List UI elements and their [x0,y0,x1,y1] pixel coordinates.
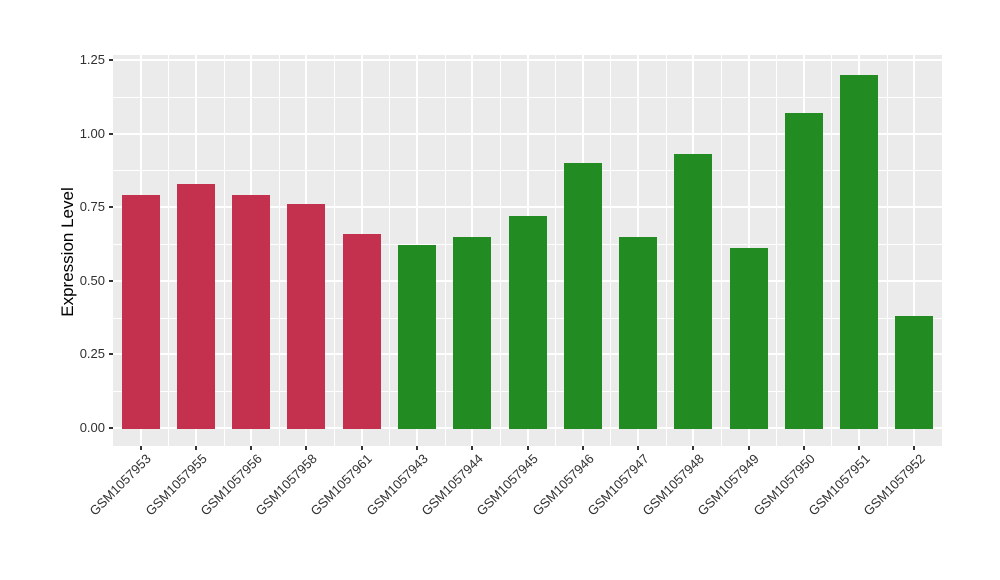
bar-GSM1057950 [784,112,823,429]
major-gridline-vertical [913,55,916,446]
x-tick-mark [471,446,474,450]
bar-GSM1057952 [895,316,934,429]
minor-gridline-vertical [223,55,225,446]
x-tick-mark [360,446,363,450]
bar-GSM1057948 [674,154,713,429]
minor-gridline-vertical [720,55,722,446]
x-tick-mark [139,446,142,450]
bar-GSM1057951 [840,74,879,429]
minor-gridline-vertical [610,55,612,446]
bar-GSM1057943 [397,245,436,429]
y-tick-label: 0.25 [79,346,105,362]
bar-GSM1057949 [729,248,768,429]
bar-GSM1057956 [232,195,271,429]
bar-GSM1057945 [508,216,547,429]
y-tick-label: 0.75 [79,199,105,215]
bar-GSM1057955 [176,183,215,429]
minor-gridline-vertical [444,55,446,446]
y-tick-mark [109,206,113,209]
bar-GSM1057947 [619,236,658,429]
minor-gridline-vertical [555,55,557,446]
minor-gridline-vertical [831,55,833,446]
minor-gridline-vertical [389,55,391,446]
y-tick-mark [109,132,113,135]
minor-gridline-vertical [665,55,667,446]
plot-panel [113,55,942,446]
x-tick-mark [637,446,640,450]
x-tick-mark [194,446,197,450]
x-tick-mark [802,446,805,450]
x-tick-mark [250,446,253,450]
bar-GSM1057946 [563,163,602,429]
y-tick-mark [109,353,113,356]
bar-GSM1057961 [342,233,381,429]
y-tick-label: 0.00 [79,420,105,435]
minor-gridline-vertical [886,55,888,446]
y-tick-label: 1.00 [79,125,105,141]
x-tick-mark [858,446,861,450]
y-tick-label: 1.25 [79,52,105,67]
x-tick-mark [581,446,584,450]
x-tick-mark [305,446,308,450]
minor-gridline-vertical [168,55,170,446]
bar-GSM1057944 [453,236,492,429]
x-tick-mark [913,446,916,450]
bar-GSM1057953 [121,195,160,429]
x-tick-mark [526,446,529,450]
x-tick-mark [415,446,418,450]
bar-GSM1057958 [287,204,326,429]
minor-gridline-vertical [334,55,336,446]
minor-gridline-vertical [776,55,778,446]
x-tick-mark [692,446,695,450]
y-tick-label: 0.50 [79,272,105,288]
minor-gridline-vertical [499,55,501,446]
y-tick-mark [109,427,113,429]
minor-gridline-vertical [278,55,280,446]
y-tick-mark [109,279,113,282]
x-tick-mark [747,446,750,450]
y-tick-mark [109,59,113,61]
